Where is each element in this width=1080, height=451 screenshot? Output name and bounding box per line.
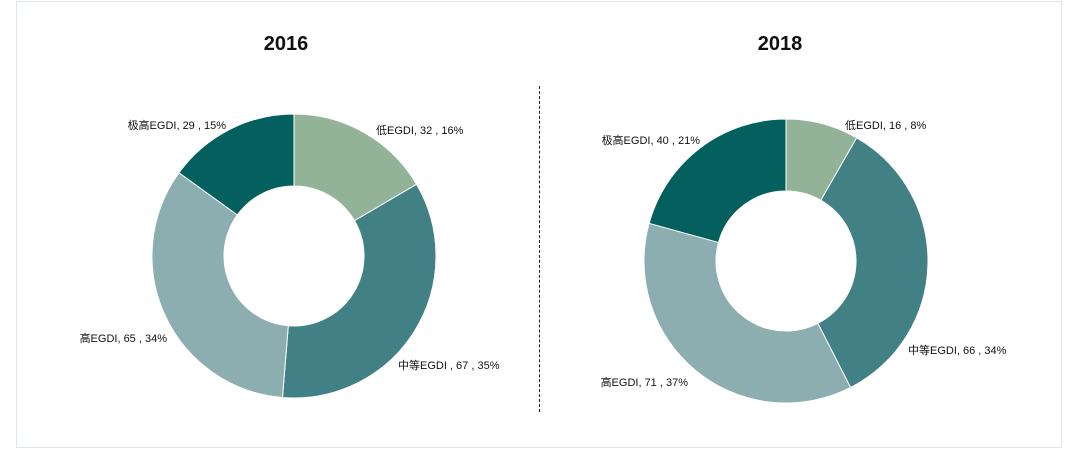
slice-label-2018-1: 中等EGDI, 66 , 34% (908, 343, 1007, 357)
chart-title-2016: 2016 (263, 33, 309, 55)
slice-2016-1 (281, 183, 437, 399)
slice-label-2016-2: 高EGDI, 65 , 34% (80, 331, 168, 345)
donut-2018: 低EGDI, 16 , 8% 中等EGDI, 66 , 34% 高EGDI, 71 … (601, 118, 1007, 404)
slice-label-2018-3: 极高EGDI, 40 , 21% (602, 133, 701, 147)
slice-2016-2 (151, 172, 289, 399)
slice-label-2016-1: 中等EGDI , 67 , 35% (398, 358, 500, 372)
slice-2016-3 (178, 113, 295, 216)
slice-label-2018-0: 低EGDI, 16 , 8% (845, 119, 927, 132)
slice-label-2016-0: 低EGDI, 32 , 16% (376, 124, 464, 137)
donut-2016: 低EGDI, 32 , 16% 中等EGDI , 67 , 35% 高EGDI, 6… (80, 113, 500, 399)
slice-2018-2 (643, 222, 852, 404)
slice-2018-3 (648, 118, 787, 244)
slice-label-2016-3: 极高EGDI, 29 , 15% (128, 118, 227, 132)
chart-divider (539, 86, 540, 412)
chart-title-2018: 2018 (757, 33, 803, 55)
slice-label-2018-2: 高EGDI, 71 , 37% (601, 375, 689, 389)
slice-2018-1 (817, 137, 929, 389)
